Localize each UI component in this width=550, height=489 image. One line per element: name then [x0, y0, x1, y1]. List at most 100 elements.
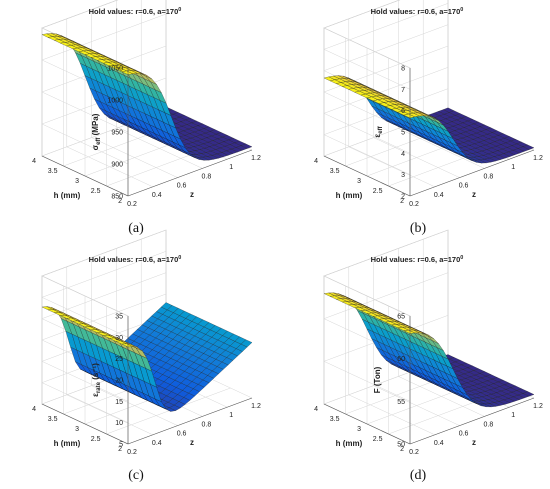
y-tick-label: 3 [75, 178, 79, 185]
y-tick-label: 2 [400, 198, 404, 205]
caption-c: (c) [128, 468, 144, 483]
y-tick-label: 3 [357, 426, 361, 433]
z-tick-label: 1050 [107, 66, 123, 73]
x-tick-label: 0.8 [202, 421, 212, 428]
z-tick-label: 50 [397, 442, 405, 449]
z-tick-label: 3 [401, 172, 405, 179]
x-axis-label: z [190, 190, 194, 199]
z-tick-label: 950 [111, 130, 123, 137]
z-tick-label: 8 [401, 66, 405, 73]
chart-panel-3: 0.2 0.4 0.6 0.8 1 1.2 2 2.5 3 3.5 4 5 10 15 20 25 30 35 z h… [32, 229, 261, 456]
z-tick-label: 60 [397, 356, 405, 363]
x-tick-label: 1.2 [533, 155, 543, 162]
y-axis-line [323, 403, 411, 445]
x-tick-label: 0.2 [409, 201, 419, 208]
y-tick-label: 2.5 [91, 436, 101, 443]
z-tick-label: 4 [401, 151, 405, 158]
surface-mesh [323, 292, 535, 408]
y-tick-label: 4 [32, 406, 36, 413]
y-axis-label: h (mm) [336, 439, 363, 448]
z-tick-label: 6 [401, 108, 405, 115]
z-tick-label: 1000 [107, 98, 123, 105]
z-tick-label: 30 [115, 335, 123, 342]
y-tick-label: 2 [118, 198, 122, 205]
surface-patch [522, 391, 535, 397]
x-axis-line [127, 149, 253, 197]
y-tick-label: 2.5 [373, 188, 383, 195]
x-axis-line [409, 149, 535, 197]
chart-panel-1: 0.2 0.4 0.6 0.8 1 1.2 2 2.5 3 3.5 4 850 900 950 1000 10… [32, 0, 261, 208]
x-tick-label: 0.4 [152, 440, 162, 447]
x-axis-label: z [472, 190, 476, 199]
z-tick-label: 2 [401, 194, 405, 201]
chart-title: Hold values: r=0.6, a=1700 [89, 7, 182, 16]
y-tick-label: 4 [32, 158, 36, 165]
y-tick-label: 3 [75, 426, 79, 433]
y-axis-label: h (mm) [54, 439, 81, 448]
chart-panel-2: 0.2 0.4 0.6 0.8 1 1.2 2 2.5 3 3.5 4 2 3 4 5 6 7 8 z h (mm) ε… [314, 0, 543, 208]
surface-patch [522, 144, 535, 150]
y-tick-label: 2 [400, 446, 404, 453]
z-tick-label: 35 [115, 314, 123, 321]
x-tick-label: 0.6 [459, 183, 469, 190]
x-axis-line [409, 397, 535, 445]
x-tick-label: 0.2 [127, 449, 137, 456]
caption-a: (a) [128, 221, 144, 236]
x-tick-label: 0.6 [459, 431, 469, 438]
y-tick-label: 3 [357, 178, 361, 185]
x-axis-line [127, 397, 253, 445]
y-tick-label: 4 [314, 158, 318, 165]
y-tick-label: 3.5 [48, 168, 58, 175]
y-axis-line [41, 403, 129, 445]
y-tick-label: 4 [314, 406, 318, 413]
z-tick-label: 25 [115, 356, 123, 363]
y-axis-line [41, 155, 129, 197]
z-axis-label: εeff [373, 125, 384, 137]
surface-mesh [41, 33, 253, 161]
x-tick-label: 1.2 [251, 403, 261, 410]
x-tick-label: 0.2 [409, 449, 419, 456]
x-tick-label: 0.4 [434, 440, 444, 447]
y-tick-label: 3.5 [48, 416, 58, 423]
x-tick-label: 1 [229, 164, 233, 171]
x-tick-label: 0.4 [434, 192, 444, 199]
x-tick-label: 0.4 [152, 192, 162, 199]
y-axis-line [323, 155, 411, 197]
z-tick-label: 7 [401, 87, 405, 94]
z-axis-label: σeff (MPa) [91, 113, 102, 150]
caption-d: (d) [409, 468, 427, 483]
y-tick-label: 2 [118, 446, 122, 453]
z-tick-label: 15 [115, 399, 123, 406]
z-tick-label: 55 [397, 399, 405, 406]
x-axis-label: z [472, 438, 476, 447]
x-tick-label: 0.6 [177, 183, 187, 190]
x-tick-label: 1.2 [533, 403, 543, 410]
x-tick-label: 0.6 [177, 431, 187, 438]
y-tick-label: 3.5 [330, 416, 340, 423]
x-tick-label: 0.8 [202, 173, 212, 180]
z-axis-label: F (Ton) [373, 366, 382, 393]
z-tick-label: 65 [397, 314, 405, 321]
chart-title: Hold values: r=0.6, a=1700 [89, 255, 182, 264]
x-tick-label: 1.2 [251, 155, 261, 162]
surface-mesh [323, 75, 535, 164]
chart-title: Hold values: r=0.6, a=1700 [371, 255, 464, 264]
chart-title: Hold values: r=0.6, a=1700 [371, 7, 464, 16]
caption-b: (b) [409, 221, 427, 236]
z-axis-label: εrate (s⁻¹) [91, 363, 102, 397]
y-tick-label: 2.5 [91, 188, 101, 195]
x-tick-label: 0.8 [484, 173, 494, 180]
z-tick-label: 5 [119, 442, 123, 449]
x-tick-label: 1 [511, 164, 515, 171]
y-tick-label: 2.5 [373, 436, 383, 443]
y-axis-label: h (mm) [54, 191, 81, 200]
z-tick-label: 20 [115, 378, 123, 385]
y-tick-label: 3.5 [330, 168, 340, 175]
x-tick-label: 1 [511, 412, 515, 419]
chart-panel-4: 0.2 0.4 0.6 0.8 1 1.2 2 2.5 3 3.5 4 50 55 60 65 z h (mm)… [314, 229, 543, 456]
surface-patch [240, 143, 253, 149]
x-tick-label: 1 [229, 412, 233, 419]
z-tick-label: 900 [111, 162, 123, 169]
x-axis-label: z [190, 438, 194, 447]
